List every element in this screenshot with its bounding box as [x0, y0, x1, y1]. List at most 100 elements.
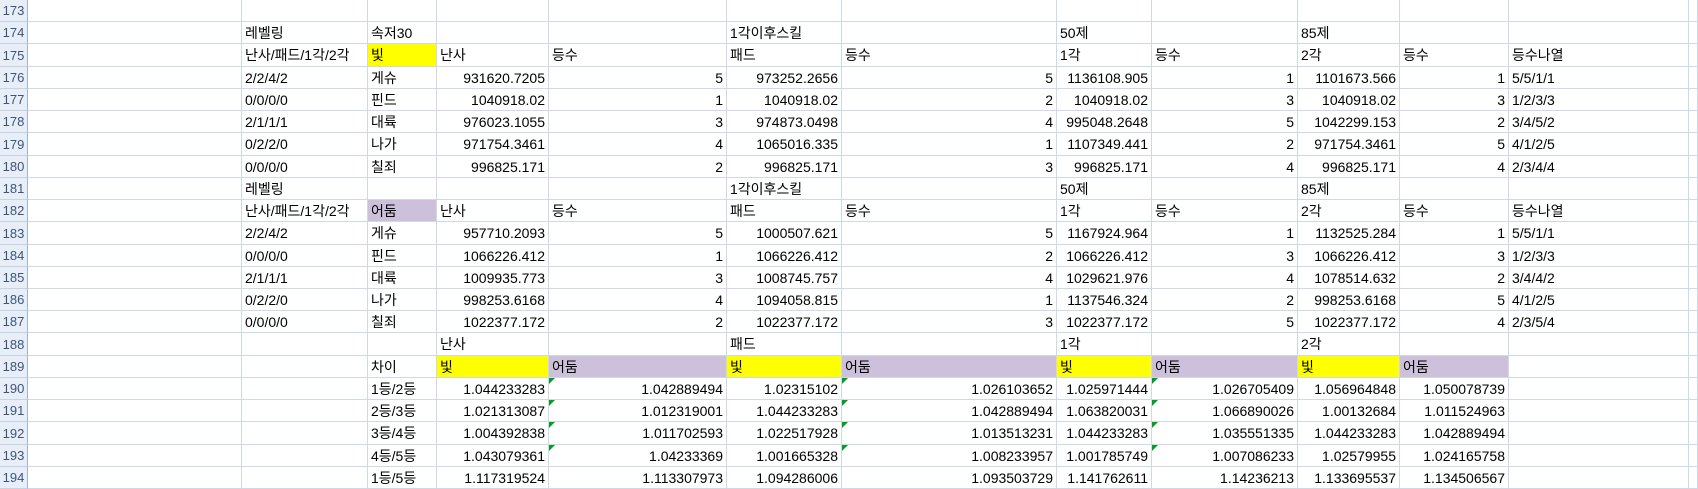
cell[interactable] — [242, 378, 368, 400]
cell[interactable]: 1.043079361 — [437, 445, 549, 467]
cell[interactable]: 1.117319524 — [437, 467, 549, 489]
cell[interactable] — [549, 22, 727, 44]
cell[interactable]: 1.007086233 — [1152, 445, 1298, 467]
cell[interactable] — [368, 333, 437, 356]
cell[interactable] — [1400, 0, 1509, 22]
cell[interactable] — [368, 178, 437, 200]
cell[interactable]: 3 — [842, 156, 1057, 178]
cell[interactable]: 1.133695537 — [1298, 467, 1400, 489]
cell[interactable] — [1689, 467, 1698, 489]
cell[interactable]: 0/2/2/0 — [242, 133, 368, 156]
cell[interactable]: 대륙 — [368, 267, 437, 289]
cell[interactable] — [842, 22, 1057, 44]
cell[interactable]: 2 — [1152, 289, 1298, 311]
cell[interactable]: 1167924.964 — [1057, 222, 1152, 245]
cell[interactable] — [368, 0, 437, 22]
cell[interactable]: 1094058.815 — [727, 289, 842, 311]
cell[interactable]: 1.021313087 — [437, 400, 549, 422]
cell[interactable] — [1689, 111, 1698, 133]
cell[interactable] — [28, 400, 242, 422]
row-header[interactable]: 174 — [0, 22, 28, 44]
cell[interactable]: 4 — [1152, 156, 1298, 178]
cell[interactable]: 1등/2등 — [368, 378, 437, 400]
cell[interactable]: 50제 — [1057, 178, 1152, 200]
row-header[interactable]: 193 — [0, 445, 28, 467]
cell[interactable] — [1689, 222, 1698, 245]
cell[interactable]: 2각 — [1298, 200, 1400, 222]
cell[interactable]: 998253.6168 — [437, 289, 549, 311]
cell[interactable] — [28, 178, 242, 200]
cell[interactable]: 어둠 — [842, 356, 1057, 378]
cell[interactable]: 971754.3461 — [1298, 133, 1400, 156]
cell[interactable]: 2 — [842, 89, 1057, 111]
cell[interactable] — [28, 67, 242, 89]
row-header[interactable]: 191 — [0, 400, 28, 422]
cell[interactable]: 1.134506567 — [1400, 467, 1509, 489]
cell[interactable]: 1066226.412 — [727, 245, 842, 267]
cell[interactable]: 998253.6168 — [1298, 289, 1400, 311]
cell[interactable] — [1509, 0, 1689, 22]
cell[interactable]: 1.044233283 — [1298, 422, 1400, 445]
cell[interactable]: 996825.171 — [727, 156, 842, 178]
cell[interactable]: 5/5/1/1 — [1509, 67, 1689, 89]
cell[interactable]: 1.042889494 — [1400, 422, 1509, 445]
cell[interactable] — [1152, 0, 1298, 22]
cell[interactable]: 4/1/2/5 — [1509, 289, 1689, 311]
cell[interactable]: 2/1/1/1 — [242, 111, 368, 133]
cell[interactable]: 1008745.757 — [727, 267, 842, 289]
cell[interactable]: 1.042889494 — [549, 378, 727, 400]
cell[interactable]: 빛 — [368, 44, 437, 67]
cell[interactable]: 어둠 — [549, 356, 727, 378]
cell[interactable] — [1689, 89, 1698, 111]
row-header[interactable]: 186 — [0, 289, 28, 311]
cell[interactable]: 등수 — [842, 44, 1057, 67]
cell[interactable]: 1040918.02 — [727, 89, 842, 111]
row-header[interactable]: 179 — [0, 133, 28, 156]
cell[interactable]: 1.04233369 — [549, 445, 727, 467]
cell[interactable] — [28, 422, 242, 445]
row-header[interactable]: 178 — [0, 111, 28, 133]
cell[interactable] — [1689, 156, 1698, 178]
cell[interactable]: 2/2/4/2 — [242, 67, 368, 89]
cell[interactable]: 3 — [549, 111, 727, 133]
cell[interactable] — [437, 22, 549, 44]
cell[interactable]: 패드 — [727, 200, 842, 222]
cell[interactable] — [1689, 133, 1698, 156]
cell[interactable]: 0/0/0/0 — [242, 156, 368, 178]
cell[interactable]: 등수나열 — [1509, 200, 1689, 222]
cell[interactable] — [28, 311, 242, 333]
cell[interactable]: 패드 — [727, 44, 842, 67]
cell[interactable]: 1.011524963 — [1400, 400, 1509, 422]
cell[interactable]: 3등/4등 — [368, 422, 437, 445]
cell[interactable]: 4 — [1400, 311, 1509, 333]
cell[interactable]: 4 — [842, 111, 1057, 133]
cell[interactable]: 1029621.976 — [1057, 267, 1152, 289]
cell[interactable]: 1.026103652 — [842, 378, 1057, 400]
cell[interactable]: 빛 — [727, 356, 842, 378]
row-header[interactable]: 182 — [0, 200, 28, 222]
row-header[interactable]: 176 — [0, 67, 28, 89]
cell[interactable] — [28, 22, 242, 44]
cell[interactable]: 1.004392838 — [437, 422, 549, 445]
cell[interactable]: 2등/3등 — [368, 400, 437, 422]
cell[interactable] — [28, 356, 242, 378]
cell[interactable]: 2 — [1152, 133, 1298, 156]
cell[interactable]: 1.022517928 — [727, 422, 842, 445]
cell[interactable] — [1509, 400, 1689, 422]
cell[interactable]: 5 — [1400, 289, 1509, 311]
cell[interactable] — [1400, 333, 1509, 356]
row-header[interactable]: 189 — [0, 356, 28, 378]
cell[interactable]: 어둠 — [1400, 356, 1509, 378]
cell[interactable]: 1/2/3/3 — [1509, 245, 1689, 267]
cell[interactable]: 1.044233283 — [1057, 422, 1152, 445]
cell[interactable] — [437, 0, 549, 22]
cell[interactable]: 0/0/0/0 — [242, 245, 368, 267]
cell[interactable] — [1509, 422, 1689, 445]
cell[interactable]: 1040918.02 — [1057, 89, 1152, 111]
cell[interactable]: 5 — [1152, 311, 1298, 333]
cell[interactable]: 빛 — [1298, 356, 1400, 378]
cell[interactable]: 게슈 — [368, 67, 437, 89]
cell[interactable]: 5 — [549, 222, 727, 245]
cell[interactable]: 나가 — [368, 289, 437, 311]
cell[interactable]: 971754.3461 — [437, 133, 549, 156]
